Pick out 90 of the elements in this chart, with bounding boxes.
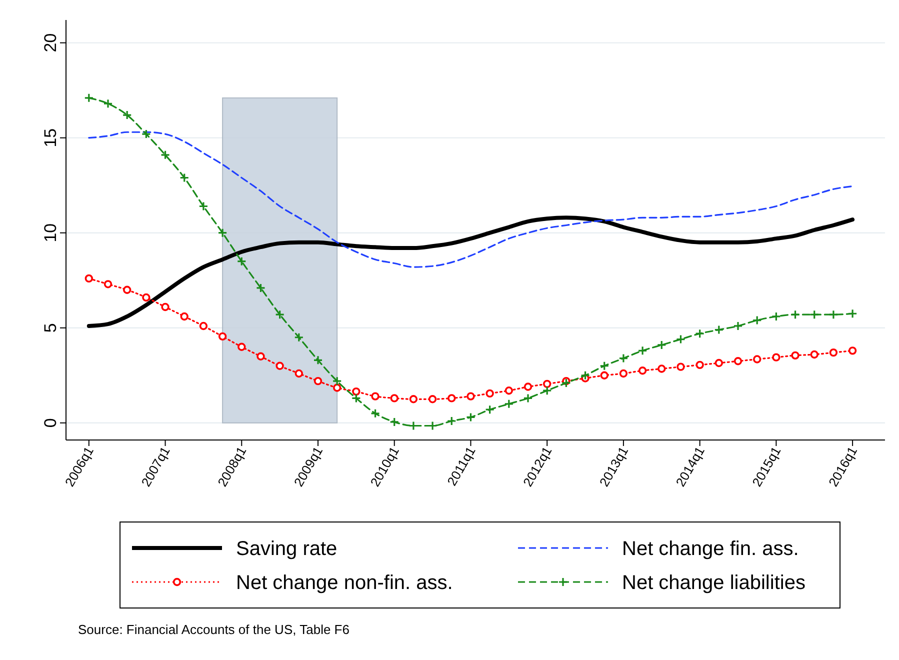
point xyxy=(618,353,628,364)
point xyxy=(104,280,112,288)
point xyxy=(848,346,857,355)
point xyxy=(313,355,323,365)
point xyxy=(142,293,150,302)
point xyxy=(771,312,781,322)
point xyxy=(370,408,380,418)
point xyxy=(733,321,743,331)
point xyxy=(542,386,552,396)
point xyxy=(695,328,705,338)
point xyxy=(714,324,724,335)
point xyxy=(122,110,132,120)
point xyxy=(332,376,342,386)
point xyxy=(810,310,820,320)
point xyxy=(314,376,322,386)
point xyxy=(390,394,398,402)
point xyxy=(524,382,532,391)
point xyxy=(561,378,571,388)
line-series xyxy=(86,216,855,328)
point xyxy=(236,256,246,266)
point xyxy=(486,389,494,398)
point xyxy=(238,342,246,351)
y-tick-label: 20 xyxy=(41,33,60,52)
point xyxy=(332,384,342,392)
point xyxy=(256,352,265,360)
point xyxy=(448,394,456,402)
point xyxy=(658,364,666,373)
y-tick-label: 5 xyxy=(41,323,60,333)
y-tick-label: 15 xyxy=(41,128,60,148)
point xyxy=(446,416,456,426)
point xyxy=(714,358,724,368)
point xyxy=(676,362,685,371)
point xyxy=(198,201,208,212)
point xyxy=(600,361,610,371)
line-series xyxy=(88,131,854,268)
legend-label: Net change fin. ass. xyxy=(622,538,799,560)
point xyxy=(656,340,666,350)
point xyxy=(84,274,94,283)
point xyxy=(638,366,647,375)
point xyxy=(275,310,285,320)
y-tick-label: 10 xyxy=(41,223,60,242)
point xyxy=(141,129,151,139)
point xyxy=(409,395,418,404)
point xyxy=(829,348,838,357)
point xyxy=(161,302,170,312)
point xyxy=(752,315,762,326)
point xyxy=(676,334,686,344)
point xyxy=(600,371,608,380)
point xyxy=(619,369,628,378)
point xyxy=(485,404,495,414)
legend-label: Saving rate xyxy=(236,538,338,560)
point xyxy=(848,308,858,318)
point xyxy=(390,417,400,427)
point xyxy=(542,380,552,388)
point xyxy=(504,399,514,409)
point xyxy=(828,310,838,320)
point xyxy=(84,93,94,103)
point xyxy=(294,332,304,342)
point xyxy=(276,362,284,370)
point xyxy=(180,312,188,321)
point xyxy=(122,286,132,294)
point xyxy=(371,392,380,400)
point xyxy=(696,360,704,370)
point xyxy=(294,369,304,378)
point xyxy=(523,393,533,403)
point xyxy=(218,228,228,238)
y-tick-label: 0 xyxy=(41,418,60,428)
point xyxy=(790,310,800,320)
point xyxy=(504,386,514,395)
point xyxy=(638,346,648,356)
legend-label: Net change liabilities xyxy=(622,572,806,594)
point xyxy=(734,357,742,366)
point xyxy=(791,351,800,360)
point xyxy=(428,395,437,404)
point xyxy=(160,150,170,160)
point xyxy=(810,350,818,359)
point xyxy=(199,322,208,330)
point xyxy=(351,393,361,403)
point xyxy=(772,353,780,362)
point xyxy=(180,172,190,183)
point xyxy=(752,355,762,364)
point xyxy=(466,392,475,400)
point xyxy=(256,283,266,293)
point xyxy=(580,370,590,380)
legend-label: Net change non-fin. ass. xyxy=(236,572,453,594)
point xyxy=(352,387,360,396)
source-note: Source: Financial Accounts of the US, Table F6 xyxy=(78,622,350,637)
point xyxy=(218,332,227,341)
point xyxy=(103,98,113,108)
point xyxy=(466,412,476,422)
